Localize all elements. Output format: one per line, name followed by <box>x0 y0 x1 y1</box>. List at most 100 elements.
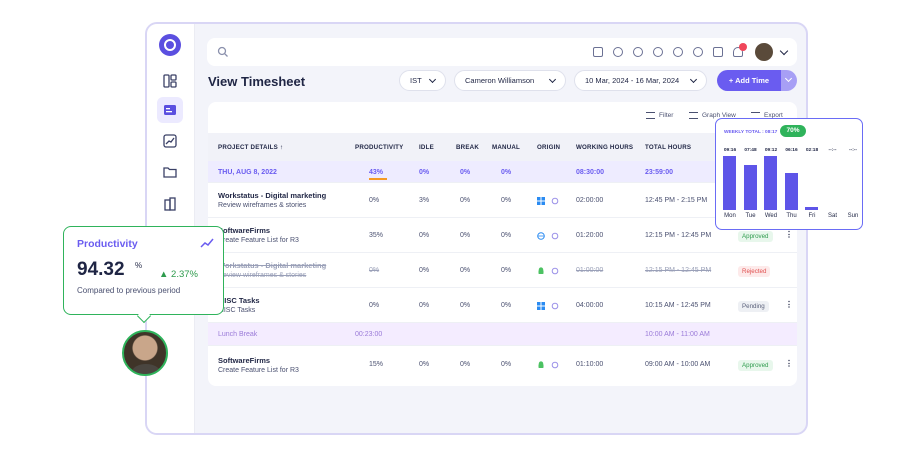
help-icon[interactable] <box>633 47 643 57</box>
row-break: 0% <box>460 302 471 309</box>
bar-mon[interactable] <box>723 156 736 210</box>
person-avatar <box>122 330 168 376</box>
productivity-unit: % <box>135 261 143 270</box>
task-name: Review wireframes & stories <box>218 202 307 209</box>
productivity-comparison: Compared to previous period <box>77 286 181 295</box>
table-row[interactable]: Workstatus - Digital marketing Review wi… <box>208 253 797 288</box>
day-label: Fri <box>808 213 816 219</box>
clock-icon[interactable] <box>653 47 663 57</box>
date-working-hours: 08:30:00 <box>576 169 605 176</box>
row-manual: 0% <box>501 197 512 204</box>
more-icon[interactable]: ⋮ <box>785 359 793 368</box>
notification-badge <box>739 43 747 51</box>
settings-icon <box>551 267 559 275</box>
date-productivity: 43% <box>369 169 384 176</box>
bar-tue[interactable] <box>743 165 757 210</box>
row-manual: 0% <box>501 232 512 239</box>
row-working-hours: 01:00:00 <box>576 267 604 274</box>
task-name: MISC Tasks <box>218 307 256 314</box>
productivity-value: 94.32 <box>77 259 125 280</box>
productivity-title: Productivity <box>77 238 138 250</box>
lunch-duration: 00:23:00 <box>355 331 383 338</box>
add-time-button[interactable]: + Add Time <box>717 70 781 91</box>
reports-icon[interactable] <box>157 128 183 154</box>
bell-icon[interactable] <box>733 43 747 57</box>
bar-value-label: 09:12 <box>764 148 778 153</box>
row-working-hours: 04:00:00 <box>576 302 604 309</box>
bar-thu[interactable] <box>784 173 798 210</box>
translate-icon[interactable] <box>713 47 723 57</box>
settings-icon <box>551 197 559 205</box>
bar-wed[interactable] <box>764 156 777 210</box>
productivity-change: ▲ 2.37% <box>159 269 198 280</box>
chart-icon <box>689 112 698 119</box>
day-label: Thu <box>786 213 797 219</box>
page-title: View Timesheet <box>208 74 306 89</box>
row-break: 0% <box>460 361 471 368</box>
download-icon[interactable] <box>593 47 603 57</box>
android-icon <box>538 267 544 274</box>
row-working-hours: 01:10:00 <box>576 361 604 368</box>
graph-view-button[interactable]: Graph View <box>689 112 736 119</box>
play-icon[interactable] <box>673 47 683 57</box>
folder-icon[interactable] <box>157 159 183 185</box>
col-manual[interactable]: MANUAL <box>492 144 521 151</box>
col-working-hours[interactable]: WORKING HOURS <box>576 144 634 151</box>
dashboard-icon[interactable] <box>157 68 183 94</box>
row-working-hours: 01:20:00 <box>576 232 604 239</box>
row-idle: 0% <box>419 361 430 368</box>
settings-icon <box>551 232 559 240</box>
bar-value-label: 06:16 <box>785 148 798 153</box>
row-idle: 0% <box>419 267 430 274</box>
col-total-hours[interactable]: TOTAL HOURS <box>645 144 692 151</box>
col-productivity[interactable]: PRODUCTIVITY <box>355 144 404 151</box>
col-idle[interactable]: IDLE <box>419 144 434 151</box>
timezone-select[interactable]: IST <box>399 70 446 91</box>
row-total-hours: 12:15 PM - 12:45 PM <box>645 267 712 274</box>
date-range-select[interactable]: 10 Mar, 2024 - 16 Mar, 2024 <box>574 70 707 91</box>
moon-icon[interactable] <box>693 47 703 57</box>
more-icon[interactable]: ⋮ <box>785 230 793 239</box>
add-time-dropdown[interactable] <box>781 70 797 91</box>
row-manual: 0% <box>501 302 512 309</box>
android-icon <box>538 361 544 368</box>
lunch-label: Lunch Break <box>218 331 258 338</box>
search-icon[interactable] <box>217 46 229 58</box>
chevron-down-icon[interactable] <box>779 46 789 55</box>
date-break: 0% <box>460 169 471 176</box>
col-break[interactable]: BREAK <box>456 144 480 151</box>
col-origin[interactable]: ORIGIN <box>537 144 561 151</box>
timesheet-icon[interactable] <box>157 97 183 123</box>
add-circle-icon[interactable] <box>613 47 623 57</box>
user-select[interactable]: Cameron Williamson <box>454 70 566 91</box>
table-row[interactable]: Workstatus - Digital marketing Review wi… <box>208 183 797 218</box>
bar-fri[interactable] <box>805 207 818 210</box>
row-working-hours: 02:00:00 <box>576 197 604 204</box>
project-name: MISC Tasks <box>218 296 260 305</box>
table-row[interactable]: SoftwareFirms Create Feature List for R3… <box>208 346 797 384</box>
task-name: Create Feature List for R3 <box>218 367 299 374</box>
day-label: Mon <box>724 213 736 219</box>
col-project[interactable]: PROJECT DETAILS ↑ <box>218 144 284 151</box>
table-row[interactable]: MISC Tasks MISC Tasks 0% 0% 0% 0% 04:00:… <box>208 288 797 323</box>
weekly-title: WEEKLY TOTAL : 08:17 <box>724 130 778 135</box>
date-idle: 0% <box>419 169 430 176</box>
user-avatar[interactable] <box>755 43 773 61</box>
table-row[interactable]: SoftwareFirms Create Feature List for R3… <box>208 218 797 253</box>
row-idle: 0% <box>419 232 430 239</box>
row-total-hours: 12:15 PM - 12:45 PM <box>645 232 712 239</box>
row-productivity: 0% <box>369 267 380 274</box>
row-total-hours: 10:15 AM - 12:45 PM <box>645 302 711 309</box>
more-icon[interactable]: ⋮ <box>785 300 793 309</box>
row-productivity: 0% <box>369 197 380 204</box>
project-name: Workstatus - Digital marketing <box>218 261 327 270</box>
filter-button[interactable]: Filter <box>646 112 673 119</box>
project-name: Workstatus - Digital marketing <box>218 191 327 200</box>
task-name: Create Feature List for R3 <box>218 237 299 244</box>
day-label: Sun <box>847 213 859 219</box>
status-badge: Approved <box>738 360 773 371</box>
windows-icon <box>537 197 545 205</box>
date-row: THU, AUG 8, 2022 43% 0% 0% 0% 08:30:00 2… <box>208 161 797 183</box>
filter-icon <box>646 112 655 119</box>
building-icon[interactable] <box>157 191 183 217</box>
